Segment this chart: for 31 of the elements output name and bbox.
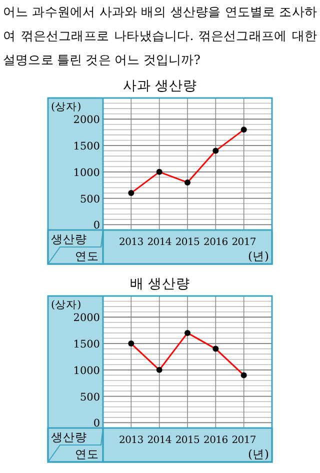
text: (년) — [248, 249, 269, 263]
x-tick-label: 2014 — [147, 435, 172, 446]
text: 생산량 — [51, 430, 87, 444]
y-tick-label: 2000 — [73, 312, 100, 324]
x-tick-label: 2013 — [119, 237, 144, 248]
y-tick-label: 1000 — [73, 364, 100, 377]
chart-title: 사과 생산량 — [122, 77, 198, 96]
x-tick-label: 2017 — [232, 435, 256, 446]
y-axis-title: (상자) — [51, 299, 82, 311]
x-tick-label: 2015 — [175, 435, 200, 446]
y-tick-label: 1000 — [73, 166, 100, 179]
y-tick-label: 2000 — [73, 114, 100, 126]
x-tick-label: 2017 — [232, 237, 256, 248]
y-tick-label: 500 — [80, 391, 100, 404]
chart-title: 배 생산량 — [128, 275, 192, 294]
y-tick-label: 1500 — [73, 140, 100, 153]
x-axis-title: 연도 — [75, 447, 99, 461]
x-axis-title: 연도 — [75, 249, 99, 263]
text: 어느 과수원에서 사과와 배의 생산량을 연도별로 조사하여 꺾은선그래프로 나타냈습니다. 꺾은선그래프에 대한 설명으로 틀린 것은 어느 것입니까? — [2, 3, 318, 69]
y-tick-label: 0 — [93, 220, 100, 232]
y-tick-label: 500 — [80, 193, 100, 206]
y-tick-label: 0 — [93, 418, 100, 430]
x-tick-label: 2016 — [204, 237, 228, 248]
x-tick-label: 2016 — [204, 435, 228, 446]
x-tick-label: 2013 — [119, 435, 144, 446]
y-tick-label: 1500 — [73, 338, 100, 351]
x-tick-label: 2015 — [175, 237, 200, 248]
text: (년) — [248, 447, 269, 461]
x-tick-label: 2014 — [147, 237, 172, 248]
text: 생산량 — [51, 232, 87, 246]
y-axis-title: (상자) — [51, 101, 82, 113]
